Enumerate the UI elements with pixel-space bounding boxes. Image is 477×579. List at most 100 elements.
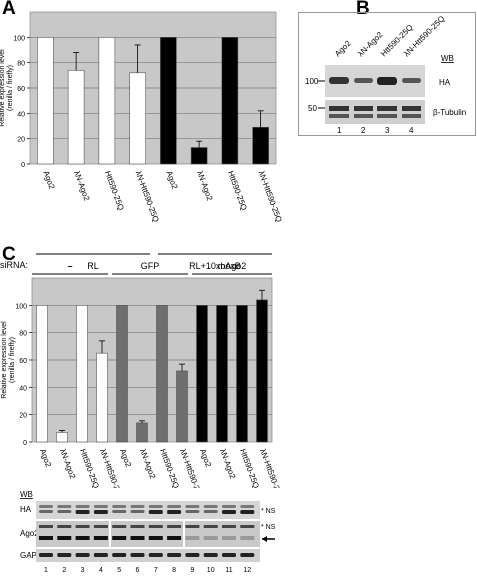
panel-c-bar <box>176 370 188 443</box>
ago2-band-ns <box>240 525 255 528</box>
gapdh-band <box>57 553 72 557</box>
ha-band-ns <box>39 505 53 508</box>
ha-band <box>185 510 200 513</box>
ago2-band-ns <box>93 525 108 528</box>
panel-b-letter: B <box>356 0 370 19</box>
lane-number-b-1: 1 <box>337 126 342 135</box>
panel-a-category-label: Ago2 <box>41 170 56 191</box>
ha-band <box>39 510 53 513</box>
ha-band-ns <box>93 505 108 508</box>
panel-a-ylabel-units: (renilla / firefly) <box>7 65 14 111</box>
panel-c-bar <box>236 305 248 443</box>
panel-c-category-label: Htt590-25Q <box>238 448 261 488</box>
panel-c-category-label: Htt590-25Q <box>78 448 101 488</box>
panel-a-ylabel: Relative expression level <box>0 49 6 127</box>
panel-c-category-label: λN-Ago2 <box>138 448 157 481</box>
ha-band <box>240 510 255 514</box>
lane-number-c: 1 <box>44 567 48 574</box>
lane-number-b-2: 2 <box>361 126 366 135</box>
ago2-band <box>185 536 200 540</box>
panel-a-category-label: Htt590-25Q <box>103 170 126 212</box>
ha-band <box>93 510 108 514</box>
gapdh-band <box>130 553 145 557</box>
panel-c-bar <box>196 305 208 443</box>
gapdh-band <box>203 553 218 557</box>
ago2-band <box>148 536 163 540</box>
panel-a-chart: 0 20 40 60 80 100 Relative expression level(re… <box>0 11 284 271</box>
lane-number-c: 7 <box>154 567 158 574</box>
ago2-band-ns <box>75 525 90 528</box>
ha-band <box>167 510 182 514</box>
gapdh-band <box>240 553 255 557</box>
panel-a-ytick-label: 0 <box>21 162 25 169</box>
panel-a-letter: A <box>2 0 16 19</box>
gapdh-band <box>75 553 90 557</box>
panel-c-bar <box>156 305 168 443</box>
ago2-band <box>240 536 255 540</box>
panel-c-category-label: λN-Ago2 <box>58 448 77 481</box>
ago2-band-ns <box>112 525 127 528</box>
lane-number-b-3: 3 <box>385 126 390 135</box>
panel-a-category-label: λN-Htt590-25Q <box>134 170 161 224</box>
gapdh-band <box>185 553 200 557</box>
panel-a-category-label: λN-Ago2 <box>195 170 214 203</box>
sirna-group-label: GFP <box>141 261 160 271</box>
gapdh-band <box>222 553 236 557</box>
panel-c-ylabel: Relative expression level <box>1 321 8 399</box>
ha-band-ns <box>167 505 182 508</box>
ha-band-ns <box>57 505 72 508</box>
panel-a-ytick-label: 60 <box>17 86 25 93</box>
gapdh-band <box>148 553 163 557</box>
gapdh-band <box>112 553 127 557</box>
blot-label-tubulin: β-Tubulin <box>433 108 466 117</box>
lane-number-c: 9 <box>190 567 194 574</box>
lane-number-c: 4 <box>99 567 103 574</box>
gapdh-band <box>167 553 182 557</box>
panel-c-bar <box>96 352 108 443</box>
panel-b-blot-figure: Ago2 λN-Ago2 Htt590-25Q λN-Htt590-25Q WB… <box>305 14 466 135</box>
panel-c-bar <box>76 305 88 443</box>
panel-c-ylabel-units: (renilla / firefly) <box>9 337 16 383</box>
ha-band-ns <box>148 505 163 508</box>
panel-c-ytick-label: 100 <box>15 303 27 310</box>
marker-50: 50 <box>308 104 317 113</box>
ha-band <box>222 510 236 514</box>
panel-a-bar <box>67 69 85 165</box>
panel-c-ytick-label: 40 <box>19 385 27 392</box>
panel-a-category-label: Ago2 <box>164 170 179 191</box>
wb-label-b: WB <box>441 54 454 63</box>
panel-c-category-label: Ago2 <box>198 448 213 469</box>
ha-band-ns <box>240 505 255 508</box>
ago2-band <box>93 536 108 540</box>
ha-band <box>57 510 72 513</box>
ago2-band <box>75 536 90 540</box>
panel-c-category-label: Htt590-25Q <box>158 448 181 488</box>
ago2-band-ns <box>185 525 200 528</box>
lane-number-c: 3 <box>81 567 85 574</box>
ago2-band <box>222 536 236 540</box>
panel-c-ytick-label: 60 <box>19 358 27 365</box>
ago2-band <box>39 536 53 540</box>
ns-label-ha: * NS <box>261 508 276 515</box>
panel-a-bar <box>190 147 208 165</box>
panel-c-ytick-label: 20 <box>19 413 27 420</box>
lane-number-b-4: 4 <box>409 126 414 135</box>
panel-a-category-label: Htt590-25Q <box>226 170 249 212</box>
panel-a-bar <box>160 37 177 165</box>
ha-band-ns <box>75 505 90 508</box>
blot-label-ha-c: HA <box>20 505 32 514</box>
ago2-band <box>112 536 127 540</box>
sirna-group-label: mAgo2 <box>218 261 247 271</box>
panel-c-blot-figure: WB HA * NS Ago2 * NS GAPDH 1 2 3 4 5 6 7 8 9 10 11… <box>20 490 276 574</box>
ha-band-ns <box>222 505 236 508</box>
lane-label-b-4: λN-Htt590-25Q <box>402 14 446 58</box>
ns-label-ago2: * NS <box>261 524 276 531</box>
panel-c-letter: C <box>2 244 16 265</box>
lane-number-c: 5 <box>117 567 121 574</box>
ha-band-ns <box>203 505 218 508</box>
ha-band-ns <box>112 505 127 508</box>
panel-a-bar <box>98 37 116 165</box>
ha-band <box>148 510 163 514</box>
ago2-band-ns <box>39 525 53 528</box>
panel-c-bar <box>116 305 128 443</box>
